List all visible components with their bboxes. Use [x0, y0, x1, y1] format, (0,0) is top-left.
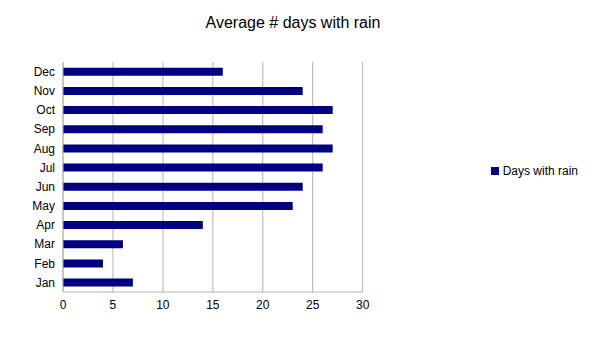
svg-text:Apr: Apr — [36, 218, 55, 232]
svg-text:Dec: Dec — [34, 65, 55, 79]
svg-text:Jun: Jun — [36, 180, 55, 194]
svg-text:25: 25 — [306, 298, 320, 312]
svg-text:May: May — [32, 199, 55, 213]
svg-text:Aug: Aug — [34, 142, 55, 156]
svg-text:30: 30 — [356, 298, 370, 312]
svg-text:Feb: Feb — [34, 257, 55, 271]
svg-text:Jan: Jan — [36, 276, 55, 290]
svg-text:Sep: Sep — [34, 122, 56, 136]
svg-text:Oct: Oct — [36, 103, 55, 117]
svg-text:Nov: Nov — [34, 84, 55, 98]
html-text:Days with rain: Days with rain — [502, 163, 578, 178]
svg-text:5: 5 — [110, 298, 117, 312]
svg-text:10: 10 — [156, 298, 170, 312]
svg-text:0: 0 — [60, 298, 67, 312]
svg-text:Mar: Mar — [34, 237, 55, 251]
html-text:Average # days with rain: Average # days with rain — [205, 14, 381, 31]
svg-text:20: 20 — [256, 298, 270, 312]
svg-text:Jul: Jul — [40, 161, 55, 175]
svg-text:15: 15 — [206, 298, 220, 312]
